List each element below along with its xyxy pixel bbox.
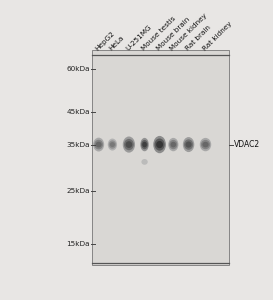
Ellipse shape — [185, 141, 192, 148]
Text: Mouse kidney: Mouse kidney — [169, 13, 209, 52]
Ellipse shape — [93, 138, 104, 152]
Text: VDAC2: VDAC2 — [234, 140, 260, 149]
Ellipse shape — [123, 136, 135, 153]
Ellipse shape — [96, 142, 102, 148]
Ellipse shape — [108, 139, 117, 151]
Text: HepG2: HepG2 — [94, 30, 116, 52]
Bar — [92, 50, 229, 265]
Text: U-251MG: U-251MG — [125, 24, 153, 52]
Ellipse shape — [171, 142, 176, 147]
Text: Rat kidney: Rat kidney — [201, 21, 233, 52]
Ellipse shape — [110, 142, 115, 147]
Ellipse shape — [155, 139, 165, 151]
Ellipse shape — [183, 137, 194, 152]
Text: 35kDa: 35kDa — [66, 142, 90, 148]
Ellipse shape — [124, 139, 134, 150]
Ellipse shape — [200, 138, 211, 151]
Ellipse shape — [141, 159, 148, 165]
Text: 15kDa: 15kDa — [66, 241, 90, 247]
Ellipse shape — [184, 139, 193, 150]
Ellipse shape — [126, 141, 132, 148]
Ellipse shape — [140, 138, 149, 151]
Text: Mouse brain: Mouse brain — [155, 16, 191, 52]
Ellipse shape — [202, 142, 209, 147]
Ellipse shape — [168, 138, 179, 151]
Ellipse shape — [141, 140, 148, 149]
Ellipse shape — [142, 142, 147, 147]
Text: 45kDa: 45kDa — [66, 109, 90, 115]
Ellipse shape — [153, 136, 166, 153]
Ellipse shape — [94, 140, 103, 149]
Text: 25kDa: 25kDa — [66, 188, 90, 194]
Text: Rat brain: Rat brain — [184, 25, 212, 52]
Ellipse shape — [109, 140, 116, 149]
Ellipse shape — [169, 140, 177, 149]
Text: Mouse testis: Mouse testis — [140, 16, 177, 52]
Text: HeLa: HeLa — [108, 35, 125, 52]
Ellipse shape — [156, 141, 163, 148]
Ellipse shape — [201, 140, 210, 149]
Text: 60kDa: 60kDa — [66, 66, 90, 72]
